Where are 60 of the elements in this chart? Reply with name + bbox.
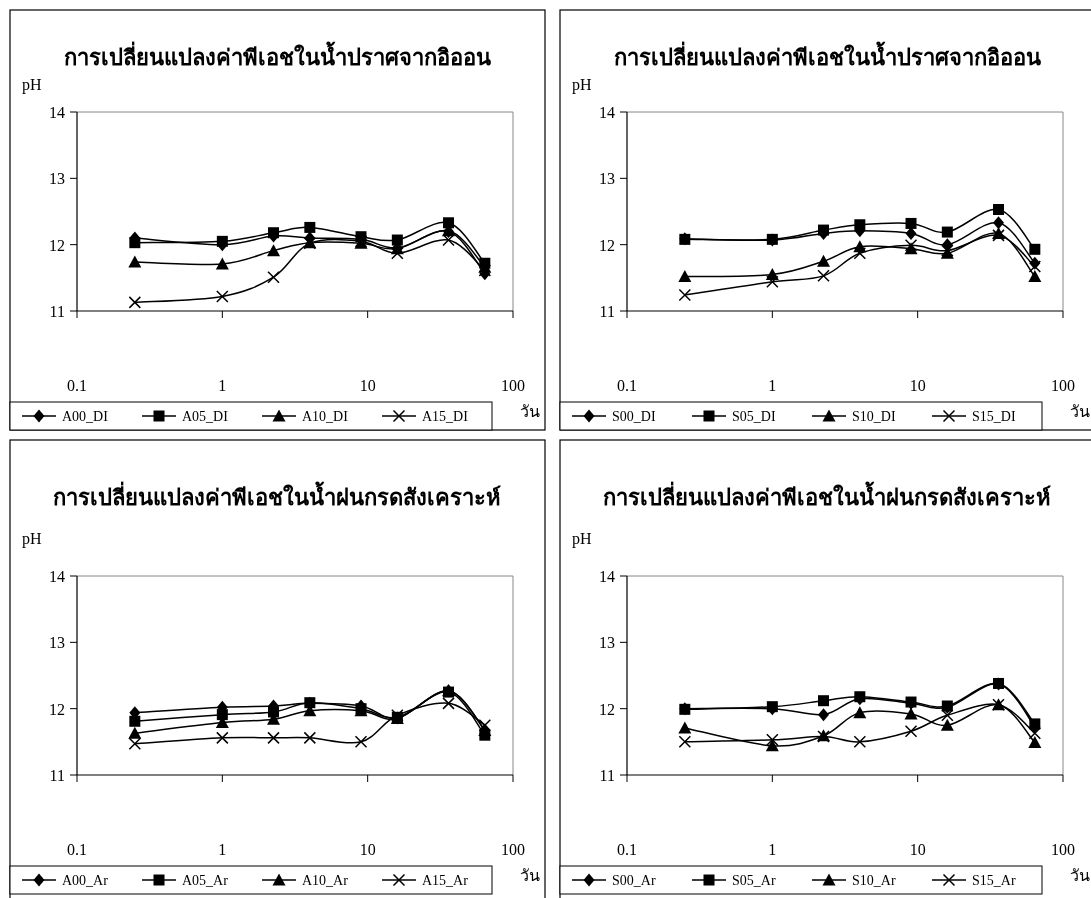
legend-label: A10_Ar: [302, 873, 349, 888]
legend-label: S15_DI: [972, 409, 1016, 424]
x-tick-label: 0.1: [617, 841, 637, 858]
y-tick-label: 14: [49, 568, 65, 585]
x-tick-label: 1: [768, 377, 777, 394]
legend-label: S00_Ar: [612, 873, 656, 888]
legend-label: S05_Ar: [732, 873, 776, 888]
legend-label: A00_Ar: [62, 873, 109, 888]
legend-label: A05_DI: [182, 409, 229, 424]
x-tick-label: 0.1: [617, 377, 637, 394]
x-axis-title: วัน: [1070, 403, 1090, 420]
x-tick-label: 100: [501, 841, 525, 858]
y-tick-label: 11: [599, 767, 615, 784]
legend-label: A15_DI: [422, 409, 469, 424]
x-tick-label: 10: [909, 841, 926, 858]
legend-label: A00_DI: [62, 409, 109, 424]
x-axis-title: วัน: [520, 403, 540, 420]
y-tick-label: 12: [599, 236, 615, 254]
x-axis-title: วัน: [520, 867, 540, 884]
x-tick-label: 1: [218, 377, 227, 394]
legend-label: A15_Ar: [422, 873, 469, 888]
x-tick-label: 0.1: [67, 841, 87, 858]
legend-label: A10_DI: [302, 409, 349, 424]
y-tick-label: 14: [49, 104, 65, 121]
y-tick-label: 14: [599, 568, 615, 585]
legend-label: A05_Ar: [182, 873, 229, 888]
chart-title: การเปลี่ยนแปลงค่าพีเอชในน้ำปราศจากอิออน: [63, 41, 491, 70]
legend-label: S10_DI: [852, 409, 896, 424]
x-tick-label: 10: [359, 377, 376, 394]
y-axis-title: pH: [572, 529, 592, 548]
y-tick-label: 11: [49, 767, 65, 784]
y-tick-label: 12: [49, 236, 65, 254]
y-axis-title: pH: [22, 529, 42, 548]
legend-label: S00_DI: [612, 409, 656, 424]
x-tick-label: 1: [768, 841, 777, 858]
y-tick-label: 14: [599, 104, 615, 121]
x-tick-label: 1: [218, 841, 227, 858]
chart-title: การเปลี่ยนแปลงค่าพีเอชในน้ำฝนกรดสังเคราะห์: [53, 481, 501, 511]
x-axis-title: วัน: [1070, 867, 1090, 884]
y-axis-title: pH: [572, 76, 592, 94]
x-tick-label: 0.1: [67, 377, 87, 394]
legend-label: S15_Ar: [972, 873, 1016, 888]
y-axis-title: pH: [22, 76, 42, 94]
y-tick-label: 13: [599, 170, 615, 188]
chart-title: การเปลี่ยนแปลงค่าพีเอชในน้ำปราศจากอิออน: [613, 41, 1041, 70]
y-tick-label: 11: [49, 303, 65, 320]
x-tick-label: 100: [1051, 841, 1075, 858]
y-tick-label: 13: [599, 634, 615, 652]
y-tick-label: 11: [599, 303, 615, 320]
y-tick-label: 12: [599, 700, 615, 718]
chart-title: การเปลี่ยนแปลงค่าพีเอชในน้ำฝนกรดสังเคราะห์: [603, 481, 1051, 511]
legend-label: S05_DI: [732, 409, 776, 424]
x-tick-label: 10: [359, 841, 376, 858]
y-tick-label: 13: [49, 170, 65, 188]
y-tick-label: 13: [49, 634, 65, 652]
x-tick-label: 100: [1051, 377, 1075, 394]
legend-label: S10_Ar: [852, 873, 896, 888]
x-tick-label: 10: [909, 377, 926, 394]
y-tick-label: 12: [49, 700, 65, 718]
x-tick-label: 100: [501, 377, 525, 394]
